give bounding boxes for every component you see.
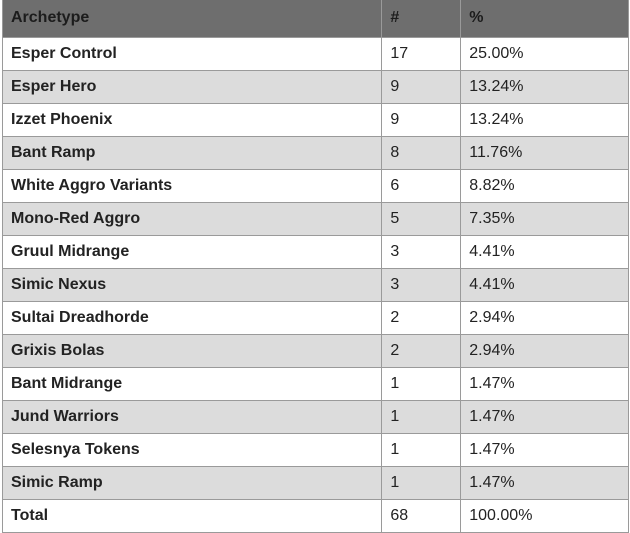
percent-cell: 4.41%	[460, 235, 629, 269]
archetype-cell: Jund Warriors	[1, 400, 383, 434]
archetype-cell: Bant Ramp	[1, 136, 383, 170]
percent-cell: 13.24%	[460, 103, 629, 137]
percent-cell: 1.47%	[460, 400, 629, 434]
archetype-cell: Esper Control	[1, 37, 383, 71]
percent-cell: 25.00%	[460, 37, 629, 71]
table-row: Jund Warriors 1 1.47%	[1, 400, 629, 434]
table-row: Esper Control 17 25.00%	[1, 37, 629, 71]
count-cell: 1	[381, 367, 462, 401]
percent-cell: 7.35%	[460, 202, 629, 236]
percent-cell: 4.41%	[460, 268, 629, 302]
column-header-percent[interactable]: %	[460, 0, 629, 38]
column-header-archetype[interactable]: Archetype	[1, 0, 383, 38]
count-cell: 3	[381, 235, 462, 269]
count-cell: 9	[381, 70, 462, 104]
archetype-cell: Simic Nexus	[1, 268, 383, 302]
count-cell: 3	[381, 268, 462, 302]
table-row: Mono-Red Aggro 5 7.35%	[1, 202, 629, 236]
table-header-row: Archetype # %	[1, 0, 629, 38]
column-header-count[interactable]: #	[381, 0, 462, 38]
table-row: Esper Hero 9 13.24%	[1, 70, 629, 104]
percent-cell: 1.47%	[460, 367, 629, 401]
archetype-cell: Izzet Phoenix	[1, 103, 383, 137]
percent-cell: 1.47%	[460, 466, 629, 500]
percent-cell: 8.82%	[460, 169, 629, 203]
table-row: Selesnya Tokens 1 1.47%	[1, 433, 629, 467]
count-cell: 6	[381, 169, 462, 203]
table-row: Izzet Phoenix 9 13.24%	[1, 103, 629, 137]
count-cell: 17	[381, 37, 462, 71]
archetype-cell: Gruul Midrange	[1, 235, 383, 269]
count-cell: 1	[381, 466, 462, 500]
count-cell: 1	[381, 400, 462, 434]
count-cell: 2	[381, 301, 462, 335]
total-percent: 100.00%	[460, 499, 629, 533]
table-row: Simic Nexus 3 4.41%	[1, 268, 629, 302]
archetype-cell: Selesnya Tokens	[1, 433, 383, 467]
archetype-cell: Esper Hero	[1, 70, 383, 104]
percent-cell: 1.47%	[460, 433, 629, 467]
percent-cell: 13.24%	[460, 70, 629, 104]
total-count: 68	[381, 499, 462, 533]
count-cell: 2	[381, 334, 462, 368]
archetype-cell: Mono-Red Aggro	[1, 202, 383, 236]
total-row: Total 68 100.00%	[1, 499, 629, 533]
table-row: Grixis Bolas 2 2.94%	[1, 334, 629, 368]
archetype-cell: Simic Ramp	[1, 466, 383, 500]
total-label: Total	[1, 499, 383, 533]
archetype-cell: Grixis Bolas	[1, 334, 383, 368]
table-row: Gruul Midrange 3 4.41%	[1, 235, 629, 269]
count-cell: 9	[381, 103, 462, 137]
table-row: Simic Ramp 1 1.47%	[1, 466, 629, 500]
table-row: White Aggro Variants 6 8.82%	[1, 169, 629, 203]
table-row: Sultai Dreadhorde 2 2.94%	[1, 301, 629, 335]
count-cell: 5	[381, 202, 462, 236]
archetype-cell: Bant Midrange	[1, 367, 383, 401]
archetype-cell: Sultai Dreadhorde	[1, 301, 383, 335]
table-row: Bant Ramp 8 11.76%	[1, 136, 629, 170]
table-row: Bant Midrange 1 1.47%	[1, 367, 629, 401]
percent-cell: 2.94%	[460, 334, 629, 368]
count-cell: 8	[381, 136, 462, 170]
percent-cell: 2.94%	[460, 301, 629, 335]
count-cell: 1	[381, 433, 462, 467]
archetype-cell: White Aggro Variants	[1, 169, 383, 203]
percent-cell: 11.76%	[460, 136, 629, 170]
